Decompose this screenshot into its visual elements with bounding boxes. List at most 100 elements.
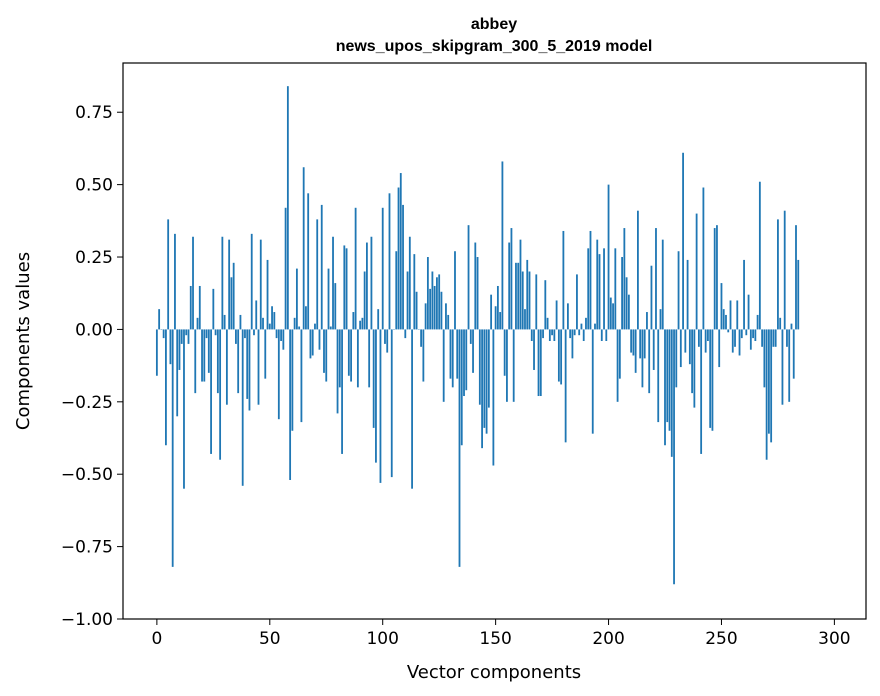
bar-167 xyxy=(533,329,535,370)
bar-141 xyxy=(474,242,477,330)
plot-frame xyxy=(122,62,867,620)
bar-101 xyxy=(384,329,386,344)
bar-236 xyxy=(688,329,691,365)
bar-166 xyxy=(530,329,533,341)
bar-77 xyxy=(329,326,332,330)
bar-117 xyxy=(420,329,423,347)
bar-224 xyxy=(661,239,664,330)
bar-28 xyxy=(219,329,222,460)
y-axis-ticks: −1.00 −0.75 −0.50 −0.25 0.00 0.25 0.50 0.75 xyxy=(61,103,123,630)
bar-72 xyxy=(318,329,321,350)
bar-268 xyxy=(761,329,764,347)
bar-148 xyxy=(490,294,493,330)
x-tick-label: 0 xyxy=(151,629,162,649)
bar-79 xyxy=(334,283,337,330)
bar-210 xyxy=(630,329,633,353)
bar-273 xyxy=(772,329,775,347)
bar-82 xyxy=(341,329,343,454)
bar-272 xyxy=(770,329,773,443)
bar-17 xyxy=(194,329,197,394)
bar-85 xyxy=(347,329,350,376)
bar-253 xyxy=(727,329,730,333)
bar-114 xyxy=(413,254,416,330)
bar-37 xyxy=(239,314,242,330)
bar-153 xyxy=(501,161,504,330)
bar-160 xyxy=(517,262,520,330)
bar-235 xyxy=(686,259,689,330)
bar-183 xyxy=(569,329,572,339)
x-tick-label: 300 xyxy=(818,629,850,649)
bar-49 xyxy=(266,259,269,330)
bar-199 xyxy=(605,329,608,341)
bar-13 xyxy=(185,329,188,336)
bar-34 xyxy=(232,262,235,330)
bar-230 xyxy=(675,329,678,388)
bar-75 xyxy=(325,329,328,382)
bar-241 xyxy=(700,329,703,454)
bar-58 xyxy=(286,86,289,330)
bar-162 xyxy=(521,271,524,330)
bar-110 xyxy=(404,329,407,339)
bar-216 xyxy=(643,329,646,359)
bar-170 xyxy=(539,329,542,397)
bar-164 xyxy=(526,259,529,330)
bar-139 xyxy=(469,329,472,344)
y-tick-label: 0.50 xyxy=(75,176,113,196)
bar-242 xyxy=(702,187,705,330)
bar-195 xyxy=(596,239,599,330)
bar-205 xyxy=(618,329,621,379)
bar-258 xyxy=(738,329,741,356)
bar-189 xyxy=(582,329,585,341)
bar-247 xyxy=(713,228,716,330)
bar-251 xyxy=(722,309,725,330)
bar-207 xyxy=(623,228,626,330)
bar-277 xyxy=(781,329,784,405)
bar-219 xyxy=(650,265,653,330)
bar-155 xyxy=(506,329,508,402)
bar-263 xyxy=(749,329,752,350)
bar-54 xyxy=(277,329,280,420)
bar-237 xyxy=(691,329,694,394)
bar-174 xyxy=(548,329,551,341)
bar-38 xyxy=(241,329,244,486)
bar-59 xyxy=(289,329,292,480)
bar-108 xyxy=(399,173,402,330)
bar-57 xyxy=(284,207,287,330)
bar-111 xyxy=(406,271,409,330)
bar-92 xyxy=(363,271,366,330)
bar-87 xyxy=(352,312,355,330)
bar-31 xyxy=(225,329,228,405)
bar-76 xyxy=(327,268,330,330)
bar-217 xyxy=(646,312,648,330)
bar-103 xyxy=(388,193,391,330)
bar-46 xyxy=(259,239,262,330)
bar-94 xyxy=(368,329,371,388)
bar-71 xyxy=(316,219,319,330)
bar-200 xyxy=(607,184,610,330)
bar-11 xyxy=(180,329,183,344)
bar-211 xyxy=(632,329,635,356)
bar-33 xyxy=(230,277,233,330)
bar-47 xyxy=(262,317,264,330)
y-tick-label: −0.25 xyxy=(61,393,113,413)
bar-169 xyxy=(537,329,540,397)
x-tick-label: 100 xyxy=(366,629,398,649)
bar-208 xyxy=(625,277,628,330)
bar-264 xyxy=(752,329,754,339)
bar-147 xyxy=(487,329,490,408)
chart-title: abbey xyxy=(471,16,517,33)
bar-152 xyxy=(499,312,502,330)
bar-196 xyxy=(598,254,601,330)
bar-20 xyxy=(201,329,203,382)
bar-129 xyxy=(447,314,450,330)
bar-52 xyxy=(273,312,276,330)
bar-24 xyxy=(210,329,212,454)
bar-213 xyxy=(637,210,639,330)
bar-3 xyxy=(162,329,165,339)
bar-239 xyxy=(695,213,698,330)
bar-27 xyxy=(216,329,219,394)
bar-32 xyxy=(228,239,231,330)
bar-5 xyxy=(167,219,170,330)
bar-80 xyxy=(336,329,339,414)
bar-74 xyxy=(323,329,325,373)
